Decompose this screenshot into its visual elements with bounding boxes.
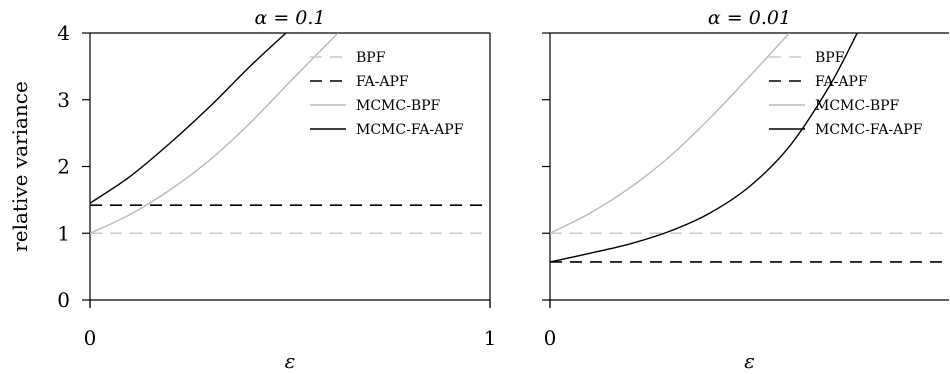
x-tick-label: 0: [544, 326, 557, 350]
chart-panel-1: 0 1 2 3 4 0 1 α = 0.1 ε relative variance BPF FA-AP…: [8, 7, 496, 373]
x-tick-label: 0: [84, 326, 97, 350]
legend-label-mcmc-fa-apf: MCMC-FA-APF: [356, 122, 464, 138]
chart-panel-2: 0 α = 0.01 ε BPF FA-APF MCMC-BPF MCMC-FA-APF: [542, 7, 949, 373]
legend-label-fa-apf: FA-APF: [815, 74, 868, 90]
legend-label-fa-apf: FA-APF: [356, 74, 409, 90]
y-axis-label: relative variance: [8, 81, 32, 252]
series-line-mcmc-fa-apf: [550, 33, 858, 263]
legend-label-bpf: BPF: [356, 50, 386, 66]
y-tick-label: 4: [57, 21, 70, 45]
legend-label-bpf: BPF: [815, 50, 845, 66]
legend-label-mcmc-bpf: MCMC-BPF: [356, 98, 441, 114]
panel-title: α = 0.1: [254, 7, 325, 29]
y-tick-label: 3: [57, 88, 70, 112]
y-tick-label: 0: [57, 288, 70, 312]
panel-title: α = 0.01: [708, 7, 791, 29]
legend-label-mcmc-fa-apf: MCMC-FA-APF: [815, 122, 923, 138]
x-axis-label: ε: [285, 349, 296, 373]
series-line-mcmc-fa-apf: [90, 33, 287, 204]
y-tick-label: 1: [57, 221, 70, 245]
series-line-mcmc-bpf: [90, 33, 339, 234]
x-tick-label: 1: [484, 326, 497, 350]
y-tick-label: 2: [57, 155, 70, 179]
legend-label-mcmc-bpf: MCMC-BPF: [815, 98, 900, 114]
x-axis-label: ε: [744, 349, 755, 373]
series-line-mcmc-bpf: [550, 33, 790, 234]
